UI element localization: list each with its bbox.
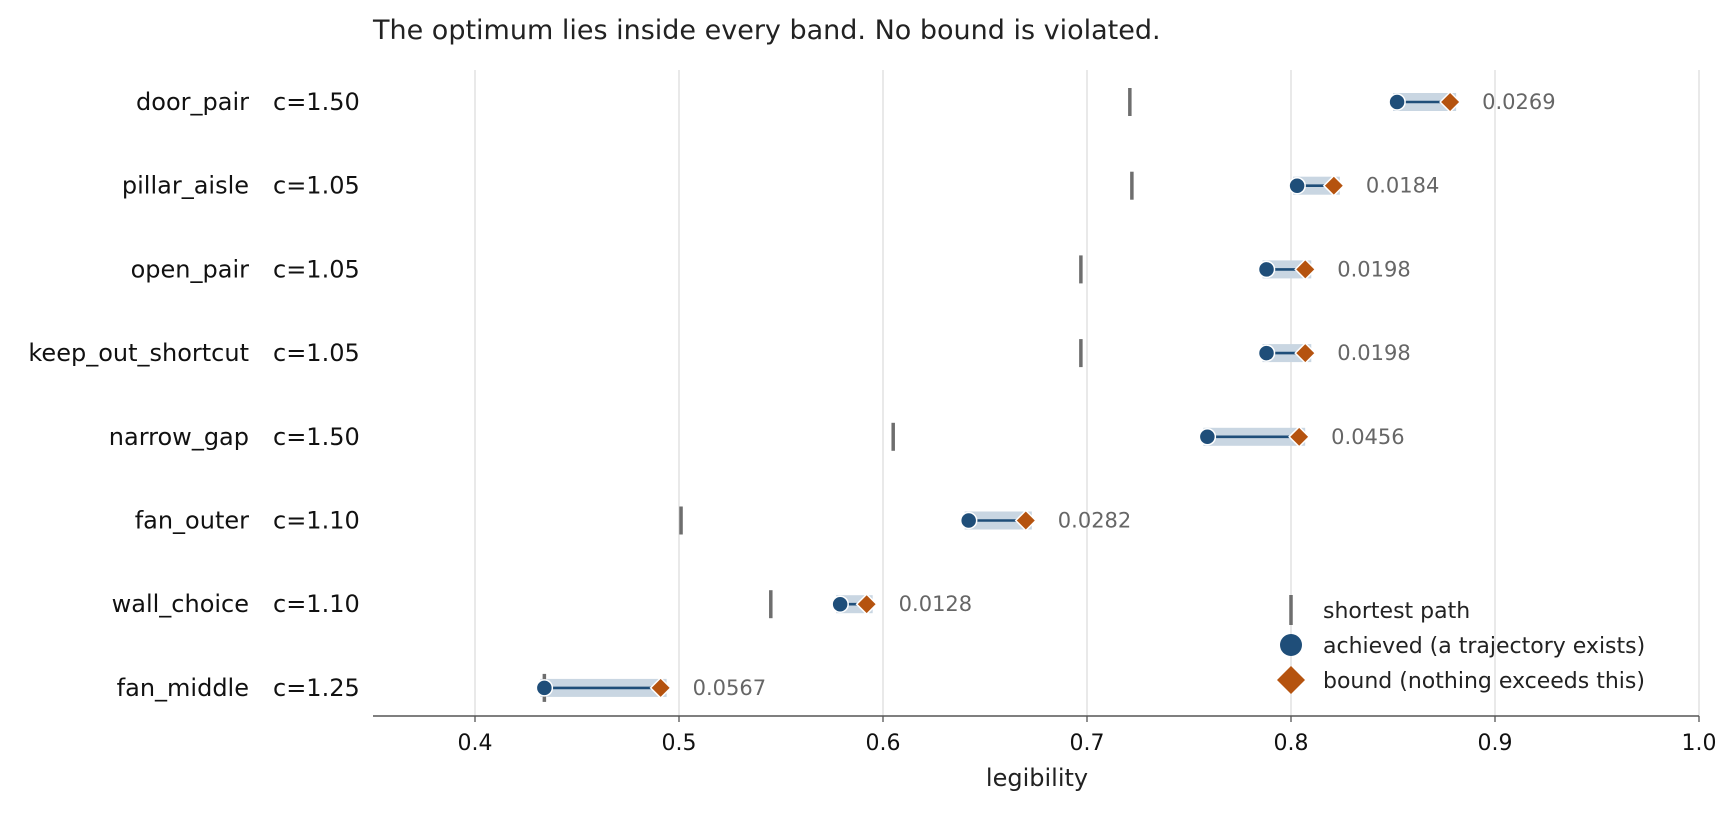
row-label-open_pair: open_pair [131, 255, 250, 283]
achieved-point-open_pair [1257, 260, 1276, 279]
bound-point-fan_middle [649, 676, 672, 699]
chart-rows: door_pair c=1.50 0.0269 pillar_aisle c=1.05 0… [28, 88, 1556, 702]
x-tick-label: 0.7 [1070, 731, 1105, 756]
achieved-point-fan_outer [959, 511, 978, 530]
row-label-fan_outer: fan_outer [135, 507, 249, 535]
achieved-point-keep_out_shortcut [1257, 344, 1276, 362]
bound-point-pillar_aisle [1322, 174, 1345, 197]
row-c-keep_out_shortcut: c=1.05 [273, 339, 360, 367]
x-axis: 0.4 0.5 0.6 0.7 0.8 0.9 1.0 [373, 715, 1717, 756]
x-tick-label: 1.0 [1682, 731, 1717, 756]
bound-point-keep_out_shortcut [1294, 342, 1317, 365]
achieved-point-door_pair [1388, 93, 1406, 111]
legend-achieved-marker [1280, 634, 1302, 656]
chart-title: The optimum lies inside every band. No b… [372, 15, 1161, 46]
bound-point-narrow_gap [1288, 425, 1311, 448]
row-c-pillar_aisle: c=1.05 [273, 172, 360, 200]
row-label-fan_middle: fan_middle [117, 674, 249, 702]
row-c-wall_choice: c=1.10 [273, 590, 360, 618]
row-label-wall_choice: wall_choice [112, 590, 249, 618]
row-c-fan_outer: c=1.10 [273, 507, 360, 535]
bound-point-door_pair [1439, 90, 1462, 114]
gap-label-narrow_gap: 0.0456 [1331, 425, 1404, 449]
gap-label-fan_outer: 0.0282 [1058, 509, 1131, 533]
legend: shortest path achieved (a trajectory exis… [1277, 595, 1645, 694]
row-label-narrow_gap: narrow_gap [109, 423, 249, 451]
bound-point-open_pair [1294, 258, 1317, 281]
gap-label-pillar_aisle: 0.0184 [1366, 174, 1439, 198]
bound-point-fan_outer [1014, 509, 1037, 532]
achieved-point-narrow_gap [1198, 428, 1217, 446]
row-label-door_pair: door_pair [136, 88, 249, 116]
gap-label-open_pair: 0.0198 [1337, 257, 1410, 281]
x-tick-label: 0.9 [1478, 731, 1513, 756]
legend-label-shortest: shortest path [1323, 599, 1470, 624]
bound-bands [540, 93, 1457, 697]
grid-lines [474, 70, 1700, 716]
x-tick-label: 0.8 [1274, 731, 1309, 756]
gap-label-fan_middle: 0.0567 [693, 676, 766, 700]
x-tick-label: 0.4 [458, 731, 493, 756]
legend-bound-marker [1277, 666, 1305, 694]
x-axis-label: legibility [986, 764, 1088, 792]
legend-label-bound: bound (nothing exceeds this) [1323, 669, 1645, 694]
achieved-point-pillar_aisle [1288, 176, 1306, 195]
row-label-keep_out_shortcut: keep_out_shortcut [28, 339, 249, 367]
gap-label-wall_choice: 0.0128 [899, 592, 972, 616]
gap-label-door_pair: 0.0269 [1482, 90, 1555, 114]
achieved-point-wall_choice [831, 595, 849, 613]
gap-label-keep_out_shortcut: 0.0198 [1337, 341, 1410, 365]
legend-label-achieved: achieved (a trajectory exists) [1323, 634, 1645, 659]
achieved-point-fan_middle [535, 679, 554, 697]
row-c-open_pair: c=1.05 [273, 255, 360, 283]
row-c-door_pair: c=1.50 [273, 88, 360, 116]
row-c-fan_middle: c=1.25 [273, 674, 360, 702]
x-tick-label: 0.6 [866, 731, 901, 756]
x-tick-label: 0.5 [662, 731, 697, 756]
row-c-narrow_gap: c=1.50 [273, 423, 360, 451]
row-label-pillar_aisle: pillar_aisle [122, 172, 249, 200]
bound-point-wall_choice [855, 593, 878, 616]
